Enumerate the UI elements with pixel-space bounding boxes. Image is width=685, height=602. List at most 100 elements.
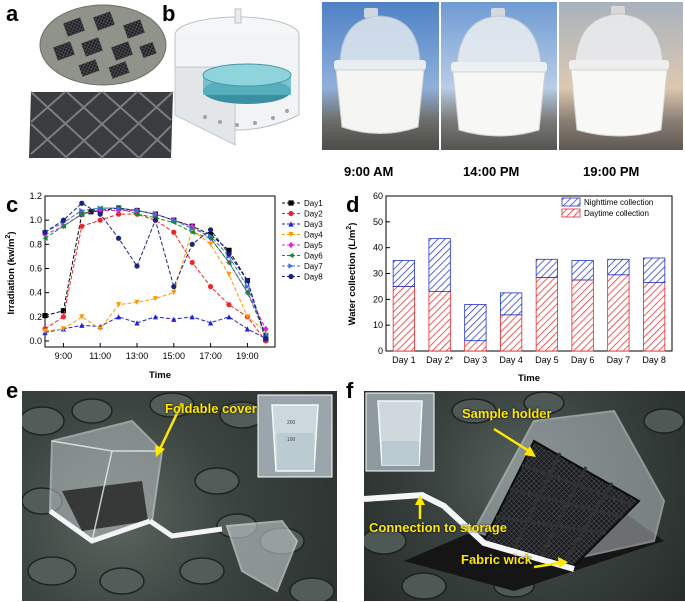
legend-label: Day3: [304, 220, 323, 229]
data-point: [208, 241, 214, 247]
panel-label-c: c: [6, 192, 19, 217]
time-label-evening: 19:00 PM: [583, 164, 640, 179]
x-tick-label: Day 5: [535, 355, 559, 365]
data-point: [244, 326, 250, 332]
data-point: [79, 211, 85, 217]
bar-daytime: [428, 291, 451, 352]
data-point: [288, 231, 294, 238]
data-point: [134, 320, 140, 326]
y-tick-label: 1.0: [29, 215, 42, 225]
fabric-wick-annotation: Fabric wick: [461, 552, 532, 567]
y-tick-label: 0.0: [29, 336, 42, 346]
bar-nighttime: [571, 260, 594, 281]
y-tick-label: 0: [378, 346, 383, 356]
x-tick-label: 9:00: [55, 351, 73, 361]
bar-daytime: [642, 282, 666, 352]
data-point: [208, 233, 214, 239]
data-point: [171, 217, 177, 223]
data-point: [226, 251, 232, 257]
bar-nighttime: [642, 257, 666, 283]
x-tick-label: 11:00: [89, 351, 111, 361]
data-point: [189, 259, 195, 266]
legend-label: Daytime collection: [584, 209, 649, 218]
data-point: [116, 302, 122, 308]
legend-entry: Day2: [282, 210, 323, 219]
plot-frame: [44, 195, 276, 348]
data-point: [134, 207, 140, 214]
series-day8: [42, 200, 269, 342]
x-tick-label: Day 6: [571, 355, 595, 365]
panel-label-b: b: [162, 1, 176, 26]
data-point: [97, 217, 103, 223]
data-point: [60, 308, 66, 314]
data-point: [208, 320, 214, 326]
device-photo-evening: [559, 2, 683, 150]
data-point: [244, 284, 250, 290]
data-point: [189, 314, 195, 320]
device-schematic: [174, 8, 300, 146]
data-point: [263, 335, 269, 342]
bar-daytime: [535, 276, 558, 352]
data-point: [226, 302, 232, 308]
water-collection-chart: 0 10 20 30 40 50 60 Day 1 Day 2* Day 3 Day 4 Day 5 D…: [346, 191, 673, 384]
x-axis-label: Time: [518, 373, 540, 384]
data-point: [152, 211, 158, 217]
data-point: [60, 314, 66, 320]
series-day5: [42, 207, 269, 332]
data-point: [79, 322, 85, 328]
bar-daytime: [499, 314, 523, 352]
data-point: [152, 217, 158, 223]
data-point: [134, 263, 140, 269]
panel-label-f: f: [346, 378, 354, 403]
data-point: [288, 221, 294, 227]
data-point: [263, 325, 269, 332]
data-point: [208, 227, 214, 233]
legend-entry: Day5: [282, 241, 323, 250]
x-tick-label: Day 3: [464, 355, 488, 365]
y-tick-label: 10: [373, 320, 383, 330]
data-point: [97, 205, 103, 211]
legend-entry: Day4: [282, 231, 323, 240]
series-line: [44, 207, 267, 340]
data-point: [134, 211, 140, 217]
bar-daytime: [607, 274, 630, 352]
data-point: [189, 226, 195, 232]
series-day2: [42, 211, 269, 344]
data-point: [60, 223, 66, 229]
legend-label: Day8: [304, 273, 323, 282]
data-point: [152, 314, 158, 320]
bar-daytime: [571, 279, 594, 352]
x-tick-label: 19:00: [236, 351, 259, 361]
legend-entry: Day1: [282, 199, 323, 208]
legend-label: Day1: [304, 199, 323, 208]
x-tick-label: 17:00: [199, 351, 222, 361]
x-tick-label: Day 2*: [426, 355, 454, 365]
y-tick-label: 0.4: [29, 288, 42, 298]
data-point: [171, 290, 177, 296]
legend-entry: Day8: [282, 273, 323, 282]
y-tick-label: 60: [373, 191, 383, 201]
bar-nighttime: [464, 304, 487, 342]
legend-label: Day6: [304, 252, 323, 261]
panel-label-d: d: [346, 192, 360, 217]
y-tick-label: 50: [373, 217, 383, 227]
legend-swatch: [561, 208, 581, 218]
legend-label: Day5: [304, 241, 323, 250]
legend-entry: Day3: [282, 220, 323, 229]
legend-entry: Day6: [282, 252, 323, 261]
data-point: [244, 290, 250, 296]
device-photo-afternoon: [441, 2, 557, 150]
data-point: [60, 217, 66, 223]
y-tick-label: 40: [373, 243, 383, 253]
x-tick-label: Day 1: [392, 355, 416, 365]
device-photo-morning: [322, 2, 439, 150]
x-tick-label: Day 8: [642, 355, 666, 365]
time-label-afternoon: 14:00 PM: [463, 164, 520, 179]
data-point: [226, 271, 232, 278]
y-tick-label: 20: [373, 294, 383, 304]
legend-label: Nighttime collection: [584, 198, 653, 207]
data-point: [79, 207, 85, 214]
data-point: [42, 235, 48, 241]
legend-label: Day7: [304, 262, 323, 271]
data-point: [42, 312, 48, 319]
